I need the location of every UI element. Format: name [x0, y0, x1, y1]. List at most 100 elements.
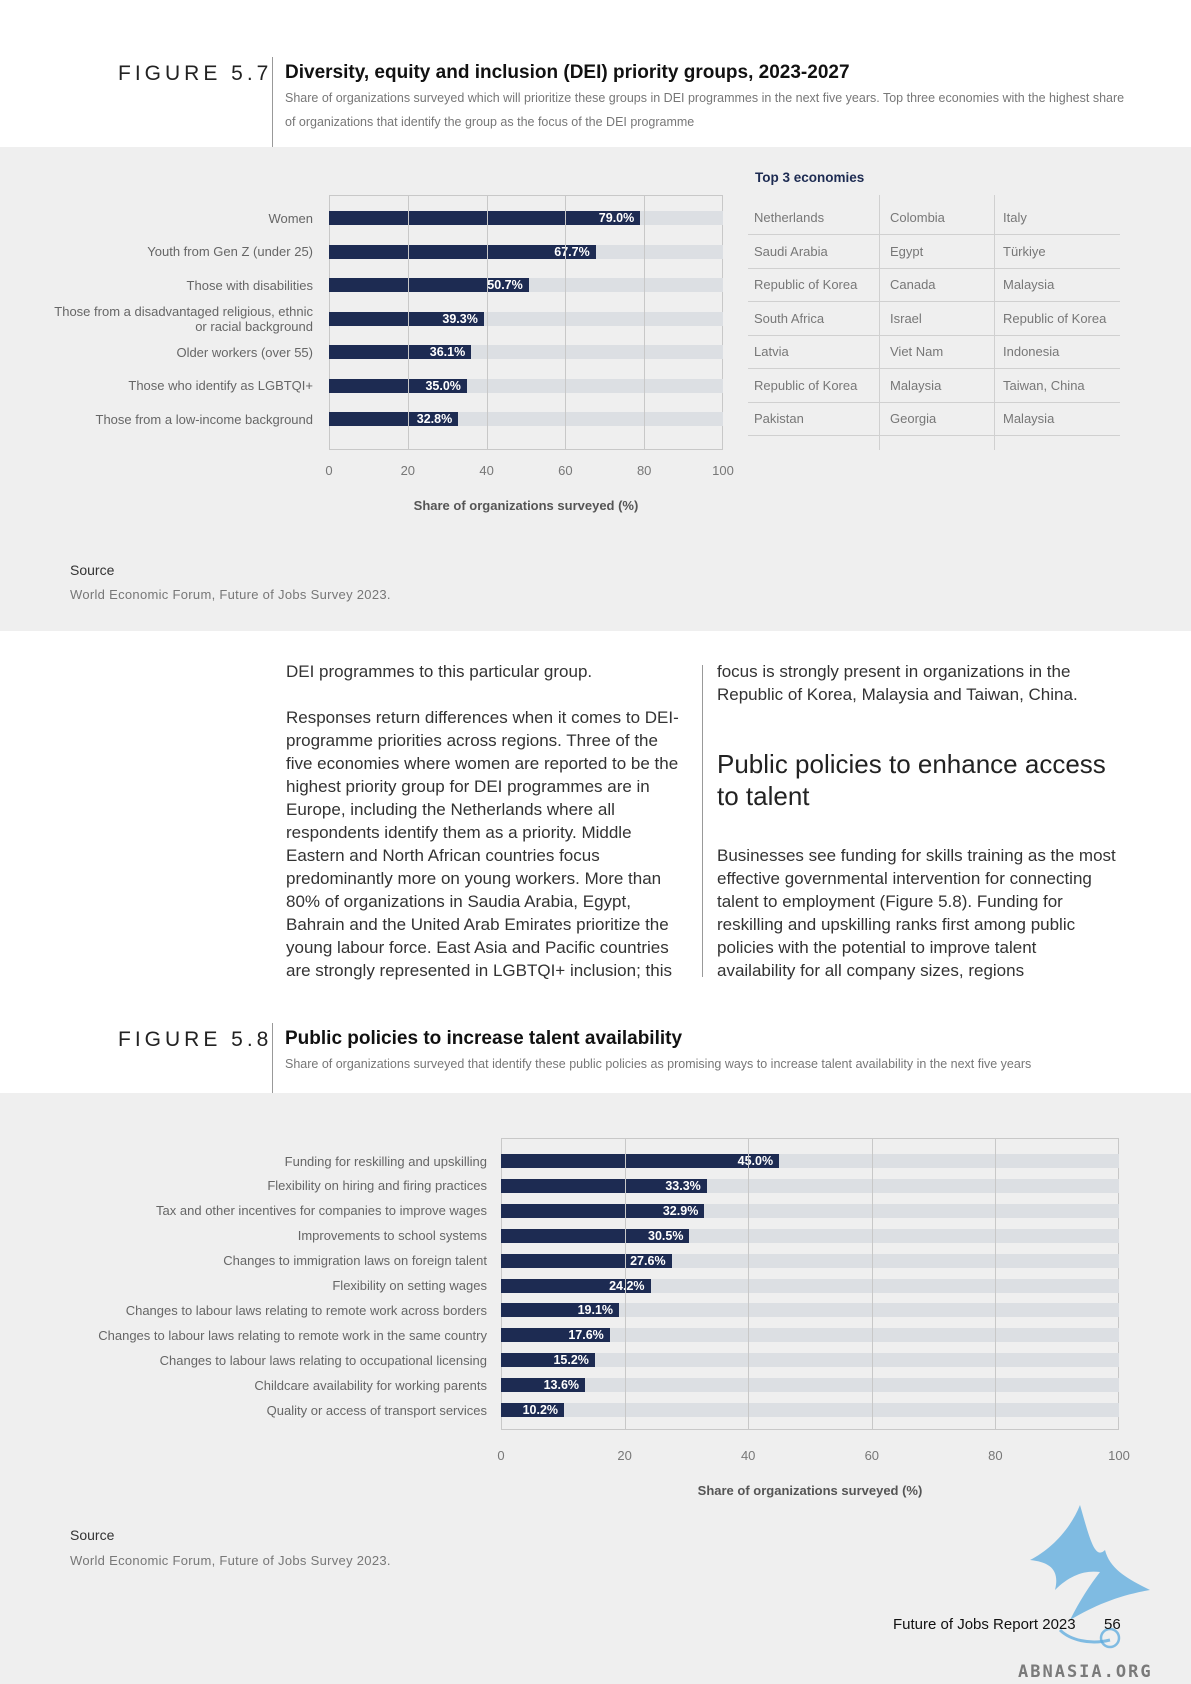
bar	[501, 1253, 672, 1268]
figure-5-8-subtitle: Share of organizations surveyed that ide…	[285, 1057, 1032, 1071]
category-label: Those from a low-income background	[95, 411, 314, 427]
x-tick-label: 80	[636, 463, 652, 478]
bar	[501, 1403, 565, 1417]
category-label: Funding for reskilling and upskilling	[284, 1153, 487, 1169]
page-number: 56	[1104, 1616, 1121, 1633]
x-tick-label: 60	[864, 1448, 880, 1463]
body-left-column: DEI programmes to this particular group.…	[286, 660, 686, 1005]
x-tick-label: 100	[1108, 1448, 1130, 1463]
figure-5-7-subtitle: Share of organizations surveyed which wi…	[285, 91, 1125, 129]
x-tick-label: 40	[740, 1448, 756, 1463]
gridline	[407, 195, 409, 450]
economy-cell: Georgia	[890, 411, 937, 426]
economy-cell: Indonesia	[1003, 344, 1060, 359]
gridline	[486, 195, 488, 450]
bird-logo-watermark	[1010, 1500, 1160, 1665]
category-label: Those with disabilities	[186, 277, 313, 293]
economy-cell: Republic of Korea	[1003, 310, 1107, 326]
category-label: Changes to labour laws relating to occup…	[159, 1352, 487, 1368]
bar	[501, 1303, 620, 1318]
footer-report-title: Future of Jobs Report 2023	[893, 1616, 1076, 1633]
category-label: Older workers (over 55)	[176, 344, 313, 360]
economy-cell: Israel	[890, 310, 922, 326]
data-label: 32.8%	[416, 412, 453, 426]
data-label: 39.3%	[442, 311, 478, 326]
category-label: Women	[268, 210, 313, 226]
row-divider	[748, 334, 1120, 336]
category-label: Improvements to school systems	[297, 1228, 487, 1244]
x-tick-label: 0	[325, 463, 333, 478]
section-heading: Public policies to enhance access to tal…	[717, 749, 1106, 811]
bar	[329, 412, 459, 426]
figure-5-8-title: Public policies to increase talent avail…	[285, 1028, 683, 1049]
category-label: Changes to immigration laws on foreign t…	[223, 1253, 487, 1269]
data-label: 24.2%	[609, 1278, 645, 1293]
data-label: 19.1%	[577, 1303, 614, 1318]
bar	[501, 1178, 707, 1193]
gridline	[748, 1138, 750, 1430]
economy-cell: Viet Nam	[890, 344, 944, 359]
economy-cell: Latvia	[754, 344, 789, 359]
economy-cell: Republic of Korea	[754, 277, 858, 292]
data-label: 79.0%	[598, 211, 635, 225]
bar-track	[501, 1378, 1119, 1393]
data-label: 32.9%	[662, 1203, 699, 1218]
bar	[501, 1378, 586, 1393]
economy-cell: South Africa	[754, 310, 825, 326]
category-label: Quality or access of transport services	[266, 1402, 487, 1418]
x-tick-label: 0	[497, 1448, 505, 1463]
figure-5-7-title: Diversity, equity and inclusion (DEI) pr…	[285, 62, 850, 83]
x-tick-label: 100	[712, 463, 734, 478]
economy-cell: Malaysia	[890, 377, 942, 393]
figure-5-8-rule	[272, 1023, 273, 1093]
bar	[329, 244, 596, 259]
economy-cell: Canada	[890, 277, 936, 292]
figure-5-8-label: FIGURE 5.8	[118, 1028, 273, 1051]
bar	[501, 1278, 651, 1293]
bar-track	[501, 1403, 1119, 1417]
economy-cell: Saudi Arabia	[754, 243, 828, 259]
figure-5-7-rule	[272, 57, 273, 147]
data-label: 33.3%	[665, 1178, 701, 1193]
bar	[501, 1203, 705, 1218]
bar-track	[501, 1278, 1119, 1293]
x-axis-title: Share of organizations surveyed (%)	[697, 1483, 923, 1498]
data-label: 13.6%	[543, 1378, 580, 1393]
economy-cell: Republic of Korea	[754, 377, 858, 393]
col-divider	[879, 195, 880, 450]
category-label: Tax and other incentives for companies t…	[156, 1203, 487, 1219]
bar	[329, 278, 529, 292]
economy-cell: Italy	[1003, 210, 1027, 225]
data-label: 36.1%	[429, 345, 466, 359]
economy-cell: Malaysia	[1003, 277, 1055, 292]
bar	[329, 311, 484, 326]
figure-5-8-source-heading: Source	[70, 1527, 115, 1543]
data-label: 15.2%	[553, 1353, 589, 1368]
x-tick-label: 20	[400, 463, 416, 478]
category-label: Flexibility on hiring and firing practic…	[267, 1178, 487, 1194]
data-label: 17.6%	[568, 1328, 604, 1343]
data-label: 45.0%	[737, 1154, 774, 1168]
bar	[501, 1328, 610, 1343]
economy-cell: Netherlands	[754, 210, 825, 225]
gridline	[565, 195, 567, 450]
row-divider	[748, 301, 1120, 302]
gridline	[644, 195, 646, 450]
body-right-paragraph-1: focus is strongly present in organizatio…	[717, 662, 1078, 704]
data-label: 67.7%	[554, 244, 590, 259]
figure-5-7-source-heading: Source	[70, 562, 115, 578]
bar	[329, 378, 467, 393]
bar-track	[501, 1353, 1119, 1368]
data-label: 10.2%	[522, 1403, 559, 1417]
gridline	[995, 1138, 997, 1430]
bar-track	[501, 1303, 1119, 1318]
watermark-text: ABNASIA.ORG	[1018, 1662, 1153, 1682]
category-label: Changes to labour laws relating to remot…	[125, 1302, 487, 1318]
top3-heading: Top 3 economies	[755, 170, 865, 185]
gridline	[871, 1138, 873, 1430]
figure-5-7-source-text: World Economic Forum, Future of Jobs Sur…	[70, 587, 391, 602]
row-divider	[748, 267, 1120, 269]
data-label: 27.6%	[630, 1253, 666, 1268]
economy-cell: Pakistan	[754, 411, 804, 426]
x-tick-label: 40	[479, 463, 494, 478]
